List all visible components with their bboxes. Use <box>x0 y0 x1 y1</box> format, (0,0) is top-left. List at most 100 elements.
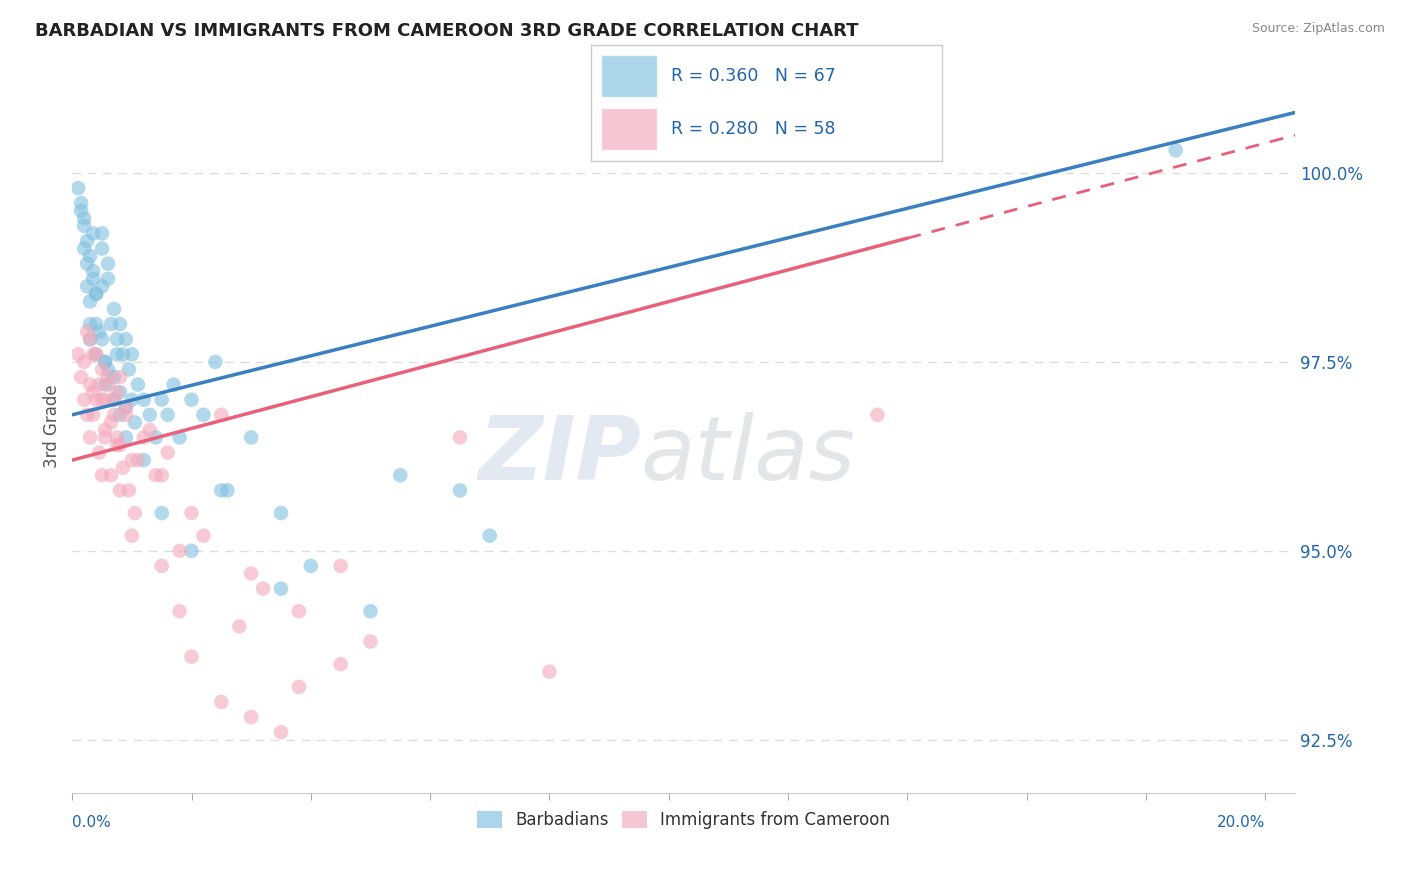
Point <box>240 566 263 581</box>
Point <box>97 257 120 271</box>
Point <box>156 408 179 422</box>
Point <box>73 242 96 256</box>
Point <box>84 317 107 331</box>
Text: Source: ZipAtlas.com: Source: ZipAtlas.com <box>1251 22 1385 36</box>
Point <box>94 355 117 369</box>
Point <box>329 558 352 573</box>
Point <box>103 370 125 384</box>
Point <box>329 657 352 672</box>
Point <box>105 347 128 361</box>
Text: R = 0.360   N = 67: R = 0.360 N = 67 <box>672 67 837 85</box>
Point <box>240 710 263 724</box>
Point <box>121 392 143 407</box>
Point <box>127 453 149 467</box>
Point <box>162 377 184 392</box>
Y-axis label: 3rd Grade: 3rd Grade <box>44 384 60 468</box>
Point <box>100 415 122 429</box>
Point <box>111 460 134 475</box>
Point <box>94 392 117 407</box>
Point <box>76 279 98 293</box>
Text: atlas: atlas <box>641 412 856 499</box>
Point <box>139 408 162 422</box>
Point <box>84 286 107 301</box>
Point <box>150 506 173 520</box>
Point <box>359 634 381 648</box>
Point <box>91 392 114 407</box>
Point <box>70 196 93 211</box>
Point <box>180 392 202 407</box>
Point <box>76 408 98 422</box>
Point <box>94 355 117 369</box>
Point <box>121 453 143 467</box>
Point <box>79 332 101 346</box>
Point <box>100 468 122 483</box>
Point <box>270 506 292 520</box>
Point <box>70 370 93 384</box>
Point <box>94 423 117 437</box>
Point <box>73 355 96 369</box>
Point <box>288 604 311 618</box>
Point <box>121 347 143 361</box>
Point <box>1164 143 1187 157</box>
Point <box>240 430 263 444</box>
Point <box>97 377 120 392</box>
Point <box>217 483 239 498</box>
Point <box>100 317 122 331</box>
Point <box>73 211 96 226</box>
Point <box>193 529 215 543</box>
Point <box>79 294 101 309</box>
Point <box>209 483 232 498</box>
Point <box>67 181 90 195</box>
Point <box>82 347 104 361</box>
Text: ZIP: ZIP <box>478 412 641 499</box>
Legend: Barbadians, Immigrants from Cameroon: Barbadians, Immigrants from Cameroon <box>470 804 897 836</box>
Point <box>132 392 155 407</box>
Point <box>478 529 501 543</box>
Point <box>150 558 173 573</box>
Point <box>103 392 125 407</box>
Point <box>84 347 107 361</box>
Point <box>145 468 167 483</box>
Point <box>76 325 98 339</box>
Point <box>299 558 322 573</box>
Point <box>105 332 128 346</box>
Point <box>82 408 104 422</box>
Point <box>97 370 120 384</box>
Point <box>204 355 226 369</box>
Point <box>127 377 149 392</box>
Point <box>79 430 101 444</box>
Point <box>108 408 131 422</box>
Point <box>150 392 173 407</box>
Point <box>145 430 167 444</box>
Point <box>108 370 131 384</box>
Point <box>91 468 114 483</box>
Point <box>94 377 117 392</box>
Point <box>105 385 128 400</box>
Point <box>124 415 146 429</box>
Point <box>115 408 138 422</box>
FancyBboxPatch shape <box>602 55 657 97</box>
Point <box>103 408 125 422</box>
Point <box>91 242 114 256</box>
Point <box>82 385 104 400</box>
Point <box>389 468 412 483</box>
Point <box>79 377 101 392</box>
Point <box>866 408 889 422</box>
Point <box>270 725 292 739</box>
Point <box>105 430 128 444</box>
Point <box>139 423 162 437</box>
Point <box>91 227 114 241</box>
Text: BARBADIAN VS IMMIGRANTS FROM CAMEROON 3RD GRADE CORRELATION CHART: BARBADIAN VS IMMIGRANTS FROM CAMEROON 3R… <box>35 22 859 40</box>
Point <box>82 264 104 278</box>
Point <box>97 272 120 286</box>
Point <box>180 649 202 664</box>
Point <box>252 582 274 596</box>
Point <box>150 468 173 483</box>
Point <box>91 279 114 293</box>
Point <box>82 272 104 286</box>
Point <box>87 377 110 392</box>
Point <box>209 408 232 422</box>
Point <box>73 219 96 233</box>
FancyBboxPatch shape <box>602 109 657 150</box>
Point <box>87 445 110 459</box>
